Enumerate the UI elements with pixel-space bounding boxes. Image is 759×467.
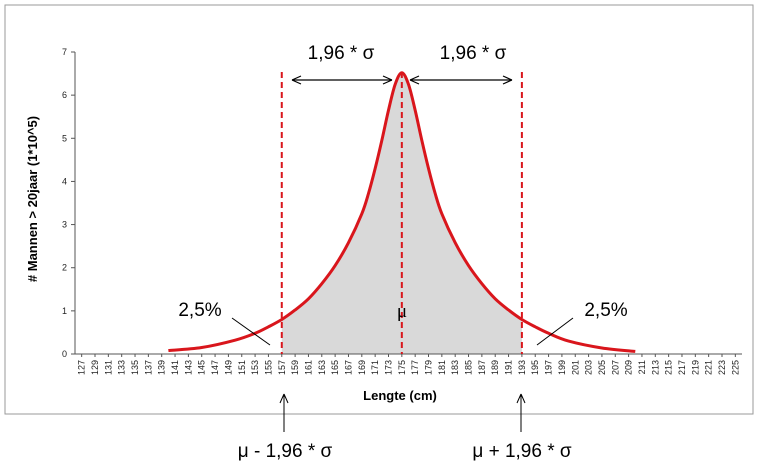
x-tick-label: 175 xyxy=(397,360,407,375)
x-tick-label: 207 xyxy=(610,360,620,375)
x-tick-label: 181 xyxy=(437,360,447,375)
x-tick-label: 221 xyxy=(704,360,714,375)
x-tick-label: 183 xyxy=(450,360,460,375)
left-tail-pointer xyxy=(231,317,271,346)
right-tail-label: 2,5% xyxy=(584,300,627,321)
x-tick-label: 155 xyxy=(263,360,273,375)
x-tick-label: 137 xyxy=(143,360,153,375)
right-width-arrowhead-right xyxy=(502,75,513,85)
x-tick-label: 133 xyxy=(117,360,127,375)
x-tick-label: 199 xyxy=(557,360,567,375)
x-tick-label: 157 xyxy=(277,360,287,375)
x-tick-label: 129 xyxy=(90,360,100,375)
x-tick-label: 209 xyxy=(624,360,634,375)
x-tick-label: 145 xyxy=(197,360,207,375)
x-tick-label: 167 xyxy=(343,360,353,375)
upper-bound-pointer-head xyxy=(516,393,526,404)
x-tick-label: 179 xyxy=(424,360,434,375)
y-tick-label: 5 xyxy=(62,133,67,143)
x-tick-label: 191 xyxy=(504,360,514,375)
x-tick-label: 197 xyxy=(544,360,554,375)
x-tick-label: 213 xyxy=(650,360,660,375)
x-tick-label: 201 xyxy=(570,360,580,375)
x-tick-label: 141 xyxy=(170,360,180,375)
guides xyxy=(231,72,574,432)
x-tick-label: 143 xyxy=(183,360,193,375)
left-width-arrowhead-right xyxy=(382,75,393,85)
x-tick-label: 159 xyxy=(290,360,300,375)
y-tick-label: 7 xyxy=(62,47,67,57)
x-axis-title: Lengte (cm) xyxy=(363,388,437,403)
x-tick-label: 225 xyxy=(730,360,740,375)
lower-bound-label: μ - 1,96 * σ xyxy=(238,441,333,462)
x-tick-label: 217 xyxy=(677,360,687,375)
x-tick-label: 203 xyxy=(584,360,594,375)
x-tick-label: 171 xyxy=(370,360,380,375)
x-tick-label: 223 xyxy=(717,360,727,375)
x-tick-label: 151 xyxy=(237,360,247,375)
x-tick-label: 187 xyxy=(477,360,487,375)
x-tick-label: 163 xyxy=(317,360,327,375)
x-tick-label: 153 xyxy=(250,360,260,375)
x-tick-label: 135 xyxy=(130,360,140,375)
right-width-label: 1,96 * σ xyxy=(440,43,507,64)
y-axis: 0 1 2 3 4 5 6 7 xyxy=(62,47,76,359)
y-axis-title: # Mannen > 20jaar (1*10^5) xyxy=(25,116,40,282)
x-tick-label: 127 xyxy=(77,360,87,375)
x-tick-label: 219 xyxy=(690,360,700,375)
x-tick-label: 177 xyxy=(410,360,420,375)
x-tick-label: 147 xyxy=(210,360,220,375)
x-tick-label: 205 xyxy=(597,360,607,375)
x-tick-label: 173 xyxy=(383,360,393,375)
left-width-label: 1,96 * σ xyxy=(308,43,375,64)
y-tick-label: 1 xyxy=(62,306,67,316)
x-tick-label: 211 xyxy=(637,360,647,374)
right-width-arrowhead-left xyxy=(409,75,420,85)
x-tick-label: 149 xyxy=(223,360,233,375)
y-tick-label: 2 xyxy=(62,263,67,273)
left-width-arrowhead-left xyxy=(291,75,302,85)
x-tick-label: 189 xyxy=(490,360,500,375)
y-tick-label: 3 xyxy=(62,220,67,230)
x-tick-label: 139 xyxy=(157,360,167,375)
x-tick-label: 161 xyxy=(303,360,313,375)
x-tick-label: 195 xyxy=(530,360,540,375)
y-tick-label: 0 xyxy=(62,349,67,359)
mu-label: μ xyxy=(397,301,407,322)
x-tick-label: 185 xyxy=(464,360,474,375)
x-axis: 127 129 131 133 135 137 139 141 143 145 147 149 151 1… xyxy=(75,353,742,375)
left-tail-label: 2,5% xyxy=(178,300,221,321)
lower-bound-pointer-head xyxy=(279,393,289,404)
x-tick-label: 193 xyxy=(517,360,527,375)
upper-bound-label: μ + 1,96 * σ xyxy=(472,441,572,462)
right-tail-pointer xyxy=(536,317,574,346)
x-tick-label: 131 xyxy=(103,360,113,375)
x-tick-label: 215 xyxy=(664,360,674,375)
y-tick-label: 6 xyxy=(62,90,67,100)
y-tick-label: 4 xyxy=(62,176,67,186)
x-tick-label: 165 xyxy=(330,360,340,375)
x-tick-label: 169 xyxy=(357,360,367,375)
